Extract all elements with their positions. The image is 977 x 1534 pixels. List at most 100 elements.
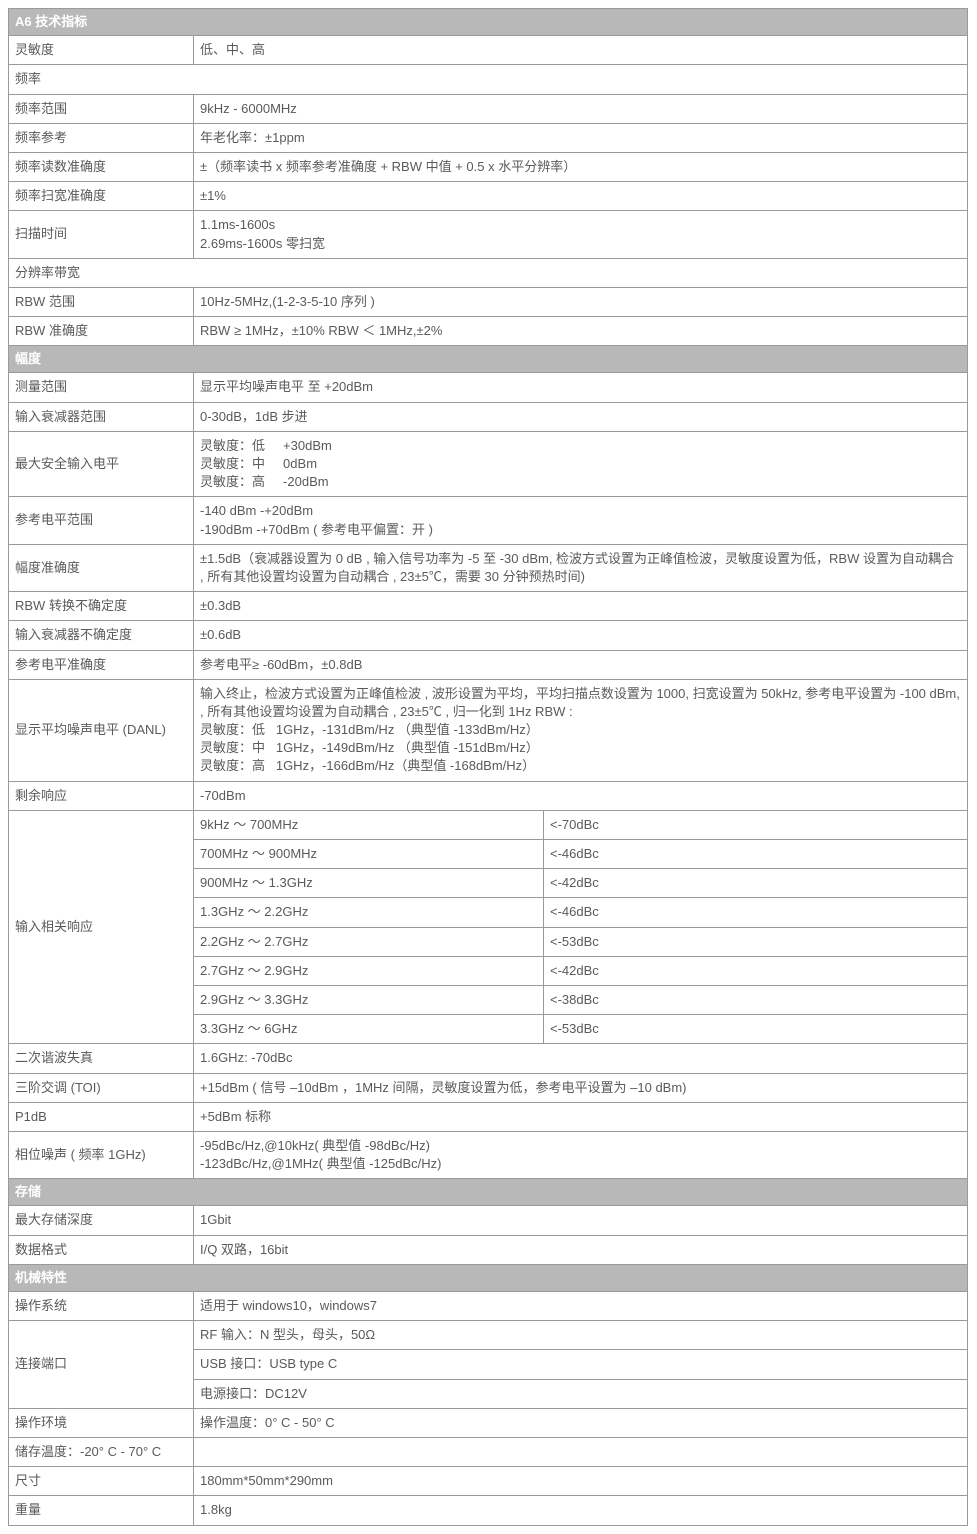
subheader-rbw: 分辨率带宽	[9, 258, 968, 287]
cell-key: 连接端口	[9, 1321, 194, 1409]
cell-value: 1.8kg	[194, 1496, 968, 1525]
table-row: 频率范围9kHz - 6000MHz	[9, 94, 968, 123]
table-row: 重量1.8kg	[9, 1496, 968, 1525]
cell-key: 二次谐波失真	[9, 1044, 194, 1073]
cell-freq: 2.9GHz ～ 3.3GHz	[194, 985, 544, 1014]
cell-key: 灵敏度	[9, 36, 194, 65]
cell-freq: 9kHz ～ 700MHz	[194, 810, 544, 839]
cell-freq: 3.3GHz ～ 6GHz	[194, 1015, 544, 1044]
cell-value: ±0.3dB	[194, 592, 968, 621]
table-row: 频率扫宽准确度±1%	[9, 182, 968, 211]
table-row: 输入衰减器不确定度±0.6dB	[9, 621, 968, 650]
cell-value: ±（频率读书 x 频率参考准确度 + RBW 中值 + 0.5 x 水平分辨率）	[194, 152, 968, 181]
cell-key: 频率范围	[9, 94, 194, 123]
cell-value: <-46dBc	[544, 840, 968, 869]
table-row: 灵敏度低、中、高	[9, 36, 968, 65]
cell-key: 频率扫宽准确度	[9, 182, 194, 211]
subheader-freq: 频率	[9, 65, 968, 94]
table-row: 幅度准确度±1.5dB（衰减器设置为 0 dB , 输入信号功率为 -5 至 -…	[9, 544, 968, 591]
cell-key: 显示平均噪声电平 (DANL)	[9, 679, 194, 781]
table-row: RBW 转换不确定度±0.3dB	[9, 592, 968, 621]
cell-key: P1dB	[9, 1102, 194, 1131]
cell-key: 参考电平范围	[9, 497, 194, 544]
cell-key: 储存温度：-20° C - 70° C	[9, 1437, 194, 1466]
table-row: 参考电平准确度参考电平≥ -60dBm，±0.8dB	[9, 650, 968, 679]
cell-freq: 1.3GHz ～ 2.2GHz	[194, 898, 544, 927]
cell-key: 频率参考	[9, 123, 194, 152]
cell-key: 频率读数准确度	[9, 152, 194, 181]
cell-value: -70dBm	[194, 781, 968, 810]
cell-key: 幅度准确度	[9, 544, 194, 591]
cell-key: 扫描时间	[9, 211, 194, 258]
cell-value: ±0.6dB	[194, 621, 968, 650]
cell-value: 9kHz - 6000MHz	[194, 94, 968, 123]
cell-value: RBW ≥ 1MHz，±10% RBW ＜ 1MHz,±2%	[194, 317, 968, 346]
cell-value: ±1.5dB（衰减器设置为 0 dB , 输入信号功率为 -5 至 -30 dB…	[194, 544, 968, 591]
cell-value: 低、中、高	[194, 36, 968, 65]
table-row: 二次谐波失真1.6GHz: -70dBc	[9, 1044, 968, 1073]
cell-freq: 2.2GHz ～ 2.7GHz	[194, 927, 544, 956]
cell-key: 操作环境	[9, 1408, 194, 1437]
cell-key: RBW 转换不确定度	[9, 592, 194, 621]
table-row: 输入衰减器范围0-30dB，1dB 步进	[9, 402, 968, 431]
cell-value: 电源接口：DC12V	[194, 1379, 968, 1408]
cell-value: <-38dBc	[544, 985, 968, 1014]
cell-value: <-42dBc	[544, 956, 968, 985]
cell-value: 输入终止，检波方式设置为正峰值检波 , 波形设置为平均，平均扫描点数设置为 10…	[194, 679, 968, 781]
cell-value: <-53dBc	[544, 1015, 968, 1044]
cell-key: RBW 准确度	[9, 317, 194, 346]
cell-freq: 900MHz ～ 1.3GHz	[194, 869, 544, 898]
table-row: 操作系统适用于 windows10，windows7	[9, 1292, 968, 1321]
table-row: RBW 准确度RBW ≥ 1MHz，±10% RBW ＜ 1MHz,±2%	[9, 317, 968, 346]
cell-value: 1Gbit	[194, 1206, 968, 1235]
cell-value: <-53dBc	[544, 927, 968, 956]
cell-key: 输入衰减器不确定度	[9, 621, 194, 650]
cell-key: 数据格式	[9, 1235, 194, 1264]
cell-value: <-46dBc	[544, 898, 968, 927]
cell-value: 显示平均噪声电平 至 +20dBm	[194, 373, 968, 402]
cell-value: +15dBm ( 信号 –10dBm ，1MHz 间隔，灵敏度设置为低，参考电平…	[194, 1073, 968, 1102]
table-row: 扫描时间1.1ms-1600s2.69ms-1600s 零扫宽	[9, 211, 968, 258]
cell-key: 重量	[9, 1496, 194, 1525]
cell-value: <-42dBc	[544, 869, 968, 898]
table-row: 尺寸180mm*50mm*290mm	[9, 1467, 968, 1496]
table-row: P1dB+5dBm 标称	[9, 1102, 968, 1131]
table-row: 参考电平范围-140 dBm -+20dBm-190dBm -+70dBm ( …	[9, 497, 968, 544]
cell-value: RF 输入：N 型头，母头，50Ω	[194, 1321, 968, 1350]
cell-value: 参考电平≥ -60dBm，±0.8dB	[194, 650, 968, 679]
cell-key: 剩余响应	[9, 781, 194, 810]
cell-key: 最大安全输入电平	[9, 431, 194, 497]
cell-key: 尺寸	[9, 1467, 194, 1496]
section-header-amp: 幅度	[9, 346, 968, 373]
cell-value: 操作温度：0° C - 50° C	[194, 1408, 968, 1437]
table-row: 连接端口 RF 输入：N 型头，母头，50Ω	[9, 1321, 968, 1350]
cell-key: RBW 范围	[9, 287, 194, 316]
cell-value	[194, 1437, 968, 1466]
table-row: 最大安全输入电平灵敏度：低 +30dBm灵敏度：中 0dBm灵敏度：高 -20d…	[9, 431, 968, 497]
table-row: 输入相关响应 9kHz ～ 700MHz <-70dBc	[9, 810, 968, 839]
spec-table: A6 技术指标 灵敏度低、中、高 频率 频率范围9kHz - 6000MHz 频…	[8, 8, 968, 1526]
table-row: 数据格式I/Q 双路，16bit	[9, 1235, 968, 1264]
cell-value: 适用于 windows10，windows7	[194, 1292, 968, 1321]
table-row: 显示平均噪声电平 (DANL)输入终止，检波方式设置为正峰值检波 , 波形设置为…	[9, 679, 968, 781]
section-header-store: 存储	[9, 1179, 968, 1206]
table-row: 三阶交调 (TOI)+15dBm ( 信号 –10dBm ，1MHz 间隔，灵敏…	[9, 1073, 968, 1102]
cell-key: 输入衰减器范围	[9, 402, 194, 431]
section-header-tech: A6 技术指标	[9, 9, 968, 36]
section-header-mech: 机械特性	[9, 1264, 968, 1291]
cell-key: 相位噪声 ( 频率 1GHz)	[9, 1131, 194, 1178]
cell-key: 输入相关响应	[9, 810, 194, 1044]
cell-value: 年老化率：±1ppm	[194, 123, 968, 152]
cell-value: -140 dBm -+20dBm-190dBm -+70dBm ( 参考电平偏置…	[194, 497, 968, 544]
table-row: 剩余响应-70dBm	[9, 781, 968, 810]
cell-key: 操作系统	[9, 1292, 194, 1321]
cell-key: 测量范围	[9, 373, 194, 402]
cell-value: +5dBm 标称	[194, 1102, 968, 1131]
table-row: 分辨率带宽	[9, 258, 968, 287]
table-row: 频率	[9, 65, 968, 94]
table-row: 测量范围显示平均噪声电平 至 +20dBm	[9, 373, 968, 402]
cell-value: 灵敏度：低 +30dBm灵敏度：中 0dBm灵敏度：高 -20dBm	[194, 431, 968, 497]
table-row: 频率参考年老化率：±1ppm	[9, 123, 968, 152]
cell-value: -95dBc/Hz,@10kHz( 典型值 -98dBc/Hz)-123dBc/…	[194, 1131, 968, 1178]
table-row: 最大存储深度1Gbit	[9, 1206, 968, 1235]
